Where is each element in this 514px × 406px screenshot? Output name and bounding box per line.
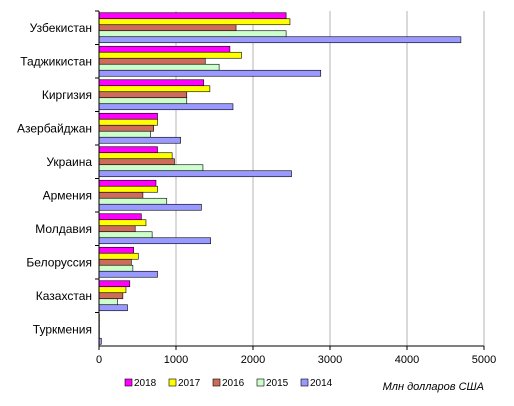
bar-2018 [98, 79, 205, 87]
bar-2016 [98, 258, 132, 266]
x-tick-label: 0 [96, 354, 102, 366]
bar-2016 [98, 191, 144, 199]
bar-2017 [98, 252, 139, 260]
bar-2014 [98, 270, 158, 278]
bar-2018 [98, 45, 231, 53]
bar-2017 [98, 219, 147, 227]
category-label: Киргизия [42, 88, 92, 102]
bar-2015 [98, 130, 151, 138]
category-labels: Узбекистан Таджикистан Киргизия Азербайджан… [17, 21, 92, 337]
bar-2014 [98, 69, 322, 77]
legend-label: 2018 [134, 378, 157, 389]
x-tick-label: 1000 [164, 354, 188, 366]
bar-2014 [98, 36, 462, 44]
bars [98, 12, 462, 345]
bar-2017 [98, 18, 291, 26]
axes [95, 10, 485, 350]
bar-2018 [98, 12, 287, 20]
bar-2015 [98, 30, 287, 38]
category-label: Белоруссия [26, 255, 92, 269]
bar-2018 [98, 213, 142, 221]
bar-2014 [98, 170, 292, 178]
bar-2015 [98, 63, 220, 71]
gridlines [175, 11, 485, 346]
legend-swatch-2017 [168, 378, 177, 387]
legend-label: 2017 [178, 378, 201, 389]
bar-2014 [98, 304, 128, 312]
legend-swatch-2014 [300, 378, 309, 387]
bar-2016 [98, 158, 175, 166]
bar-2017 [98, 286, 127, 294]
x-tick-label: 4000 [395, 354, 419, 366]
x-tick-labels: 0 1000 2000 3000 4000 5000 [96, 354, 496, 366]
bar-2018 [98, 112, 158, 120]
bar-2017 [98, 51, 242, 59]
bar-2015 [98, 264, 134, 272]
bar-2015 [98, 231, 153, 239]
category-label: Армения [43, 188, 92, 202]
bar-2018 [98, 280, 131, 288]
legend-label: 2016 [222, 378, 245, 389]
legend: 2018 2017 2016 2015 2014 [124, 378, 333, 389]
x-tick-label: 2000 [241, 354, 265, 366]
bar-2014 [98, 237, 211, 245]
bar-2016 [98, 292, 124, 300]
x-tick-label: 5000 [472, 354, 496, 366]
category-label: Украина [46, 155, 92, 169]
bar-2015 [98, 97, 188, 105]
bar-2017 [98, 85, 211, 93]
legend-label: 2014 [310, 378, 333, 389]
bar-2015 [98, 298, 118, 306]
legend-label: 2015 [266, 378, 289, 389]
bar-2018 [98, 179, 157, 187]
category-label: Таджикистан [20, 54, 92, 68]
bar-2015 [98, 197, 168, 205]
legend-swatch-2016 [212, 378, 221, 387]
bar-2014 [98, 103, 234, 111]
bar-2015 [98, 164, 204, 172]
bar-2017 [98, 185, 158, 193]
bar-2016 [98, 24, 237, 32]
bar-2018 [98, 146, 158, 154]
bar-2016 [98, 57, 206, 65]
bar-2014 [98, 136, 181, 144]
bar-2018 [98, 246, 134, 254]
bar-2016 [98, 91, 188, 99]
bar-2017 [98, 152, 173, 160]
legend-swatch-2018 [124, 378, 133, 387]
bar-2017 [98, 118, 158, 126]
category-label: Казахстан [36, 289, 92, 303]
legend-swatch-2015 [256, 378, 265, 387]
x-tick-label: 3000 [318, 354, 342, 366]
category-label: Узбекистан [30, 21, 92, 35]
unit-label: Млн долларов США [383, 381, 484, 393]
bar-2016 [98, 225, 136, 233]
bar-2014 [98, 203, 202, 211]
category-label: Туркмения [33, 322, 92, 336]
category-label: Молдавия [35, 222, 92, 236]
bar-2016 [98, 124, 154, 132]
category-label: Азербайджан [17, 121, 92, 135]
